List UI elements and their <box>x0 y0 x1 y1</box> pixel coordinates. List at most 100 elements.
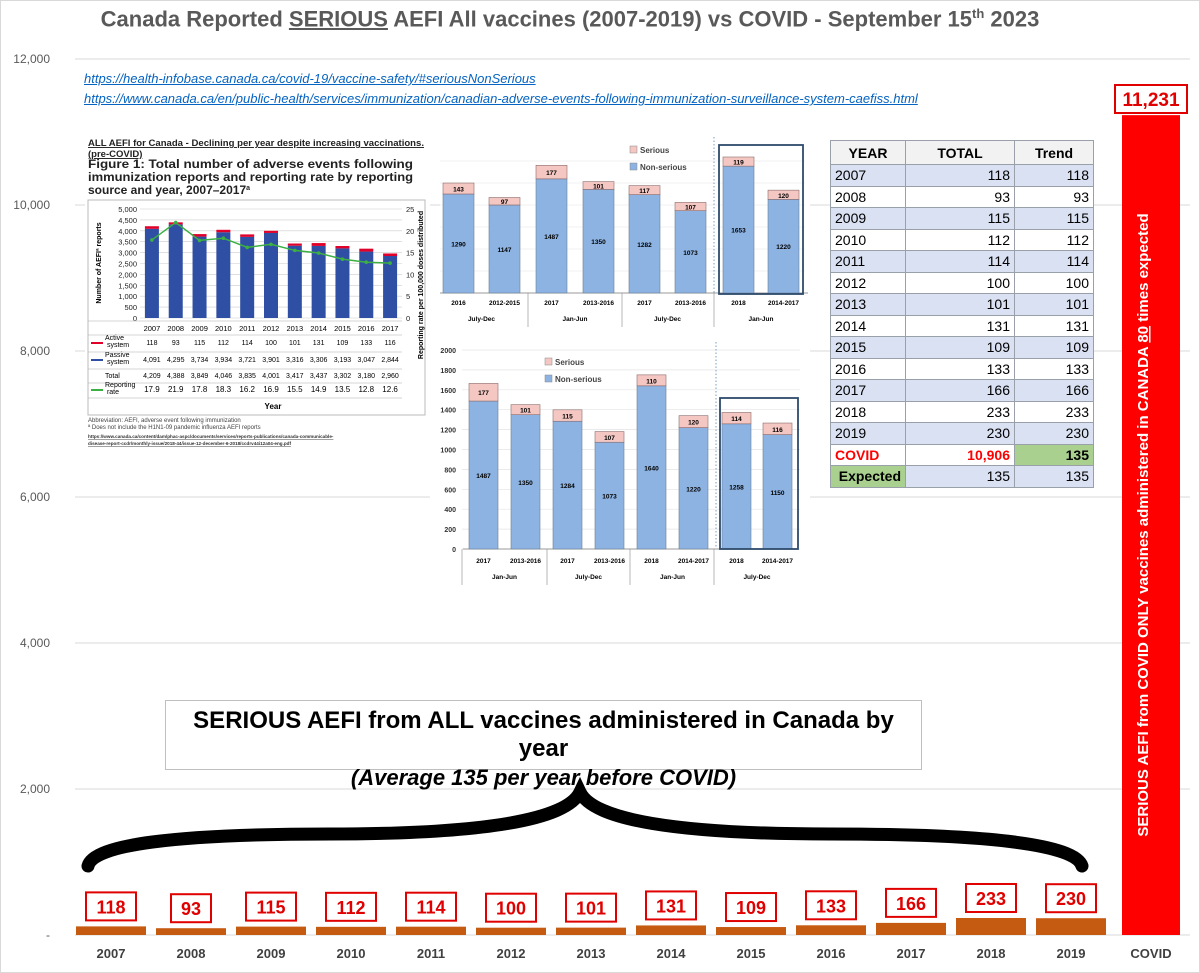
y-tick-label: 1,000 <box>118 292 137 301</box>
serious-value: 101 <box>593 184 604 191</box>
y-tick-label: - <box>46 928 50 942</box>
rate-point <box>364 260 369 264</box>
serious-value: 117 <box>639 188 650 195</box>
figure1-header: ALL AEFI for Canada - Declining per year… <box>88 138 424 149</box>
cell-total: 93 <box>905 185 1015 208</box>
category-label: 2017 <box>560 558 575 565</box>
data-label-box <box>170 893 212 924</box>
legend-swatch <box>544 374 553 383</box>
figure1-title-line: source and year, 2007–2017a <box>88 183 250 197</box>
data-label: 109 <box>736 898 766 918</box>
bar-non-serious <box>552 420 583 550</box>
y2-tick-label: 0 <box>406 314 410 323</box>
bar-serious <box>552 409 583 422</box>
serious-value: 119 <box>733 160 744 167</box>
data-label: 11,231 <box>1122 90 1179 111</box>
table-row: 2008 93 93 <box>830 185 1094 208</box>
bar-serious <box>636 374 667 387</box>
rate-point <box>173 220 178 225</box>
bar-2011 <box>396 926 466 935</box>
data-label: 101 <box>576 899 606 919</box>
bar-serious <box>722 156 755 167</box>
table-value: 4,295 <box>167 357 185 364</box>
table-value: 100 <box>265 340 277 347</box>
bar-2008 <box>156 928 226 935</box>
figure1-title-line: Figure 1: Total number of adverse events… <box>88 157 413 171</box>
cell-total: 230 <box>905 422 1015 445</box>
cell-trend: 100 <box>1014 271 1094 294</box>
data-label: 114 <box>416 898 445 918</box>
table-value: 3,901 <box>262 357 280 364</box>
non-serious-value: 1220 <box>686 486 701 493</box>
data-label: 115 <box>256 898 285 918</box>
serious-value: 110 <box>646 378 657 385</box>
cell-trend: 101 <box>1014 293 1094 316</box>
category-label: 2013-2016 <box>510 558 541 565</box>
bar-non-serious <box>510 414 541 550</box>
table-value: 2,960 <box>381 373 399 380</box>
title-text: 2023 <box>984 6 1040 32</box>
table-value: 4,091 <box>143 357 161 364</box>
non-serious-value: 1487 <box>476 473 491 480</box>
table-year: 2008 <box>167 324 184 333</box>
bar-non-serious <box>636 385 667 550</box>
bar-serious <box>582 181 615 190</box>
x-tick-label: 2011 <box>417 946 445 961</box>
cell-total: 115 <box>905 207 1015 230</box>
x-axis-label: Year <box>265 402 282 411</box>
bar-non-serious <box>722 165 755 294</box>
category-label: 2013-2016 <box>594 558 625 565</box>
source-link-caefiss[interactable]: https://www.canada.ca/en/public-health/s… <box>84 91 918 106</box>
group-label: July-Dec <box>575 574 602 581</box>
cell-total: 166 <box>905 379 1015 402</box>
non-serious-value: 1487 <box>544 234 559 241</box>
title-underlined: SERIOUS <box>288 6 388 32</box>
rate-point <box>221 236 226 241</box>
bar-active <box>216 229 231 233</box>
table-value: 115 <box>194 340 205 347</box>
title-text: Canada Reported <box>100 6 289 32</box>
cell-trend: 233 <box>1014 400 1094 423</box>
cell-year: COVID <box>830 443 906 466</box>
table-value: 3,180 <box>358 373 376 380</box>
serious-value: 120 <box>688 420 699 427</box>
rate-point <box>388 261 392 265</box>
table-value: 4,046 <box>215 373 233 380</box>
group-label: July-Dec <box>743 574 770 581</box>
highlight-box <box>718 144 804 295</box>
bar-passive <box>216 232 231 318</box>
bar-non-serious <box>468 400 499 550</box>
header-year: YEAR <box>830 140 906 165</box>
bar-active <box>287 243 302 246</box>
table-value: 3,934 <box>215 357 233 364</box>
data-label: 133 <box>816 896 846 916</box>
inset-chart-bottom: 0 200 400 600 800 1000 1200 1400 1600 1800 2000 177… <box>430 340 810 590</box>
cell-year: 2008 <box>830 185 906 208</box>
y-tick-label: 1800 <box>440 368 456 375</box>
y-tick-label: 500 <box>124 303 137 312</box>
serious-value: 114 <box>731 416 742 423</box>
non-serious-value: 1258 <box>729 484 744 491</box>
cell-year: 2013 <box>830 293 906 316</box>
cell-trend: 133 <box>1014 357 1094 380</box>
cell-total: 112 <box>905 228 1015 251</box>
bar-serious <box>767 189 800 200</box>
group-label: Jan-Jun <box>749 316 774 323</box>
cell-year: 2010 <box>830 228 906 251</box>
table-row: 2013 101 101 <box>830 293 1094 316</box>
table-row: 2010 112 112 <box>830 228 1094 251</box>
table-value: 109 <box>337 340 349 347</box>
legend-swatch <box>629 162 638 171</box>
bar-active <box>240 234 255 237</box>
cell-trend: 115 <box>1014 207 1094 230</box>
cell-trend: 109 <box>1014 336 1094 359</box>
group-label: July-Dec <box>654 316 681 323</box>
category-label: 2013-2016 <box>583 300 614 307</box>
source-link-health-infobase[interactable]: https://health-infobase.canada.ca/covid-… <box>84 71 536 86</box>
y2-tick-label: 20 <box>406 227 414 236</box>
y-tick-label: 2,000 <box>118 270 137 279</box>
table-value: 3,306 <box>310 357 328 364</box>
cell-year: 2016 <box>830 357 906 380</box>
header-trend: Trend <box>1014 140 1094 165</box>
covid-bar-annotation: SERIOUS AEFI from COVID ONLY vaccines ad… <box>1135 213 1152 836</box>
